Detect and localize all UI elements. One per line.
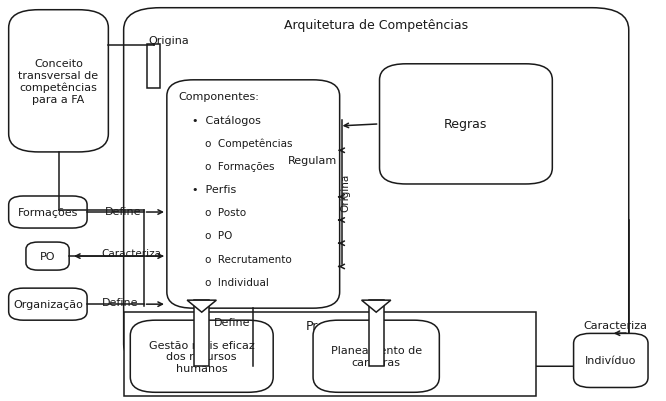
FancyBboxPatch shape [9, 288, 87, 320]
Text: Gestão mais eficaz
dos recursos
humanos: Gestão mais eficaz dos recursos humanos [149, 340, 254, 373]
Text: Indivíduo: Indivíduo [585, 356, 637, 366]
FancyBboxPatch shape [9, 196, 87, 229]
Text: Formações: Formações [18, 207, 78, 217]
Text: Define: Define [102, 298, 139, 308]
Text: Regras: Regras [444, 118, 488, 131]
Text: Produto: Produto [306, 320, 354, 332]
Bar [124, 312, 535, 396]
Text: o  Formações: o Formações [205, 161, 275, 171]
Text: Regulam: Regulam [288, 156, 337, 166]
Text: Caracteriza: Caracteriza [102, 248, 162, 258]
Text: Origina: Origina [149, 36, 189, 46]
FancyBboxPatch shape [124, 9, 629, 367]
Bar [147, 45, 161, 89]
Text: o  PO: o PO [205, 231, 233, 241]
Text: PO: PO [40, 251, 55, 261]
Text: o  Individual: o Individual [205, 277, 269, 287]
Text: Conceito
transversal de
competências
para a FA: Conceito transversal de competências par… [19, 59, 99, 104]
Text: Organização: Organização [13, 300, 83, 310]
FancyBboxPatch shape [313, 320, 440, 392]
Text: Define: Define [214, 318, 250, 327]
FancyBboxPatch shape [26, 243, 69, 270]
Text: Arquitetura de Competências: Arquitetura de Competências [284, 19, 468, 32]
Bar [194, 300, 209, 367]
Text: Caracteriza: Caracteriza [583, 320, 647, 330]
FancyBboxPatch shape [131, 320, 273, 392]
Bar [369, 300, 384, 367]
Text: Define: Define [105, 207, 142, 217]
FancyBboxPatch shape [573, 334, 648, 387]
Polygon shape [362, 300, 391, 312]
Text: Componentes:: Componentes: [178, 92, 260, 102]
Text: o  Recrutamento: o Recrutamento [205, 254, 292, 264]
Text: Planeamento de
carreiras: Planeamento de carreiras [330, 346, 422, 367]
FancyBboxPatch shape [9, 11, 109, 152]
Text: o  Posto: o Posto [205, 208, 246, 218]
FancyBboxPatch shape [167, 81, 340, 308]
Polygon shape [187, 300, 216, 312]
Text: Origina: Origina [340, 173, 350, 212]
Text: •  Perfis: • Perfis [192, 184, 236, 194]
FancyBboxPatch shape [380, 65, 552, 184]
Text: •  Catálogos: • Catálogos [192, 115, 261, 126]
Text: o  Competências: o Competências [205, 138, 293, 149]
